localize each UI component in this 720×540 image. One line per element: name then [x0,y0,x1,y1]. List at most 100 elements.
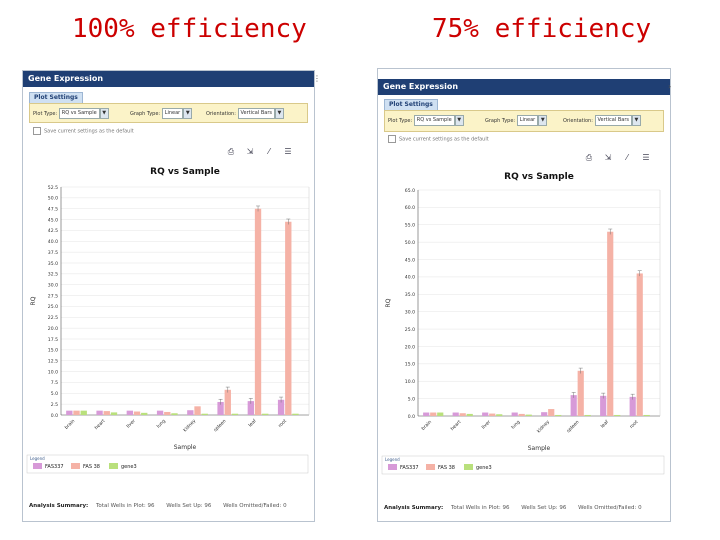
y-tick-label: 10.0 [405,379,415,385]
y-tick-label: 50.0 [48,196,58,202]
table-icon[interactable]: ☰ [642,153,650,162]
x-tick-label: spleen [213,418,228,433]
bar [548,409,555,416]
plot-settings-bar: Plot Type: RQ vs Sample ▼ Graph Type: Lin… [29,103,308,123]
bar [247,401,254,415]
table-icon[interactable]: ☰ [284,147,292,156]
y-tick-label: 27.5 [48,293,58,299]
bar [489,413,496,416]
plot-settings-bar: Plot Type: RQ vs Sample ▼ Graph Type: Lin… [384,110,664,132]
chart-options-icon[interactable]: ⁄ [268,147,270,156]
chart-title: RQ vs Sample [150,167,220,177]
panel-right: Gene Expression Plot Settings Plot Type:… [377,68,671,522]
graph-type-select[interactable]: Linear [516,115,539,126]
orientation-control[interactable]: Orientation: Vertical Bars ▼ [206,108,284,119]
y-tick-label: 47.5 [48,207,58,213]
x-axis-label: Sample [528,445,551,452]
tab-plot-settings[interactable]: Plot Settings [29,92,83,103]
graph-type-control[interactable]: Graph Type: Linear ▼ [485,115,548,126]
plot-type-label: Plot Type: [33,111,58,117]
bar [614,414,621,416]
save-default-checkbox[interactable] [388,135,396,143]
orientation-label: Orientation: [563,118,593,124]
legend-swatch [109,463,118,469]
graph-type-select[interactable]: Linear [161,108,184,119]
bar [141,412,148,415]
tab-plot-settings[interactable]: Plot Settings [384,99,438,110]
bar [224,389,231,415]
y-tick-label: 40.0 [405,275,415,281]
orientation-control[interactable]: Orientation: Vertical Bars ▼ [563,115,641,126]
print-icon[interactable]: ⎙ [585,153,593,162]
legend-swatch [33,463,42,469]
bar [511,412,518,416]
chevron-down-icon[interactable]: ▼ [631,115,641,126]
plot-type-select[interactable]: RQ vs Sample [58,108,100,119]
bar [482,412,489,416]
chevron-down-icon[interactable]: ▼ [183,108,193,119]
print-icon[interactable]: ⎙ [227,147,235,156]
legend-title: Legend [385,457,400,462]
bar [607,231,614,416]
chevron-down-icon[interactable]: ▼ [454,115,464,126]
graph-type-label: Graph Type: [485,118,516,124]
x-axis-label: Sample [174,444,197,451]
x-tick-label: heart [94,418,107,431]
y-tick-label: 55.0 [405,223,415,229]
y-tick-label: 50.0 [405,240,415,246]
graph-type-control[interactable]: Graph Type: Linear ▼ [130,108,193,119]
bar [217,401,224,415]
chart-toolbar: ⎙ ⇲ ⁄ ☰ [226,147,293,156]
bar [600,395,607,416]
save-default-label: Save current settings as the default [44,128,134,135]
bar [430,412,437,416]
x-tick-label: leaf [247,418,258,429]
bar [452,412,459,416]
export-icon[interactable]: ⇲ [246,147,254,156]
bar [636,273,643,416]
chevron-down-icon[interactable]: ▼ [274,108,284,119]
bar [73,410,80,415]
analysis-total-wells: Total Wells in Plot: 96 [451,505,510,511]
save-default-checkbox-row[interactable]: Save current settings as the default [388,135,489,143]
chart-toolbar: ⎙ ⇲ ⁄ ☰ [584,153,651,162]
chart-options-icon[interactable]: ⁄ [626,153,628,162]
orientation-select[interactable]: Vertical Bars [594,115,632,126]
y-tick-label: 20.0 [48,326,58,332]
x-tick-label: root [277,418,288,429]
legend-entry: gene3 [476,465,492,471]
save-default-checkbox[interactable] [33,127,41,135]
y-tick-label: 52.5 [48,185,58,191]
plot-type-control[interactable]: Plot Type: RQ vs Sample ▼ [33,108,109,119]
analysis-total-wells: Total Wells in Plot: 96 [96,503,155,509]
bar [187,410,194,415]
export-icon[interactable]: ⇲ [604,153,612,162]
bar [437,412,444,416]
bar [262,413,269,415]
analysis-wells-set-up: Wells Set Up: 96 [521,505,567,511]
graph-type-label: Graph Type: [130,111,161,117]
window-title: Gene Expression [23,71,314,87]
chevron-down-icon[interactable]: ▼ [99,108,109,119]
y-tick-label: 15.0 [48,348,58,354]
bar [133,411,141,415]
bar [584,414,591,416]
y-tick-label: 5.0 [408,396,415,402]
analysis-summary: Analysis Summary: Total Wells in Plot: 9… [29,503,310,509]
legend-entry: FAS337 [400,465,419,471]
y-tick-label: 35.0 [405,292,415,298]
window-edge-marker: › [668,82,672,91]
orientation-select[interactable]: Vertical Bars [237,108,275,119]
plot-type-select[interactable]: RQ vs Sample [413,115,455,126]
bar [292,413,299,415]
y-tick-label: 30.0 [48,283,58,289]
chevron-down-icon[interactable]: ▼ [538,115,548,126]
y-tick-label: 0.0 [408,414,415,420]
x-tick-label: lung [156,418,167,429]
bar [570,395,577,416]
y-tick-label: 0.0 [51,413,58,419]
plot-type-control[interactable]: Plot Type: RQ vs Sample ▼ [388,115,464,126]
save-default-checkbox-row[interactable]: Save current settings as the default [33,127,134,135]
bar [459,413,466,416]
x-tick-label: root [629,419,640,430]
